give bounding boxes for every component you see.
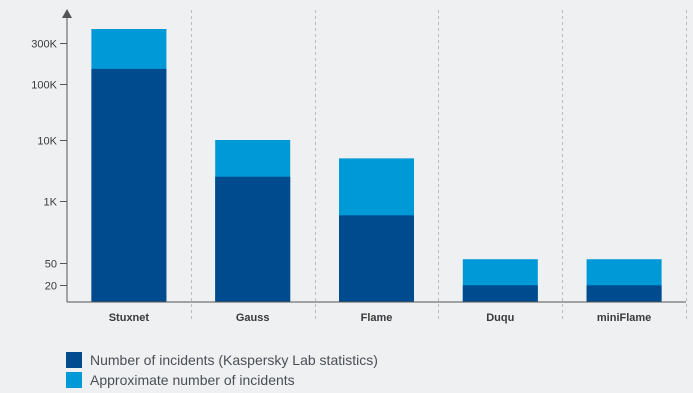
x-label-stuxnet: Stuxnet	[109, 312, 150, 324]
y-tick-label: 20	[45, 281, 57, 293]
x-label-flame: Flame	[361, 312, 393, 324]
y-tick-label: 300K	[31, 39, 57, 51]
y-axis-ticks: 20 50 1K 10K 100K 300K	[31, 39, 67, 293]
bar-kaspersky-gauss	[215, 177, 290, 302]
x-label-miniflame: miniFlame	[597, 312, 651, 324]
legend-item-approximate: Approximate number of incidents	[66, 370, 378, 390]
y-tick-label: 10K	[37, 136, 57, 148]
y-tick-label: 100K	[31, 80, 57, 92]
legend-item-kaspersky: Number of incidents (Kaspersky Lab stati…	[66, 350, 378, 370]
x-axis-labels: Stuxnet Gauss Flame Duqu miniFlame	[109, 312, 652, 324]
legend-label: Number of incidents (Kaspersky Lab stati…	[90, 352, 378, 368]
y-tick-label: 1K	[44, 197, 58, 209]
x-label-duqu: Duqu	[486, 312, 514, 324]
bars	[91, 29, 661, 302]
legend-swatch-light-blue	[66, 372, 82, 388]
bar-kaspersky-miniflame	[587, 285, 662, 302]
y-tick-label: 50	[45, 259, 57, 271]
y-axis-arrow-icon	[62, 9, 72, 18]
legend-label: Approximate number of incidents	[90, 372, 295, 388]
bar-kaspersky-flame	[339, 215, 414, 302]
legend: Number of incidents (Kaspersky Lab stati…	[66, 350, 378, 390]
bar-kaspersky-duqu	[463, 285, 538, 302]
x-label-gauss: Gauss	[236, 312, 270, 324]
legend-swatch-dark-blue	[66, 352, 82, 368]
bar-kaspersky-stuxnet	[91, 69, 166, 302]
bar-chart: 20 50 1K 10K 100K 300K Stuxnet Gauss Flame Duqu m…	[0, 0, 693, 340]
